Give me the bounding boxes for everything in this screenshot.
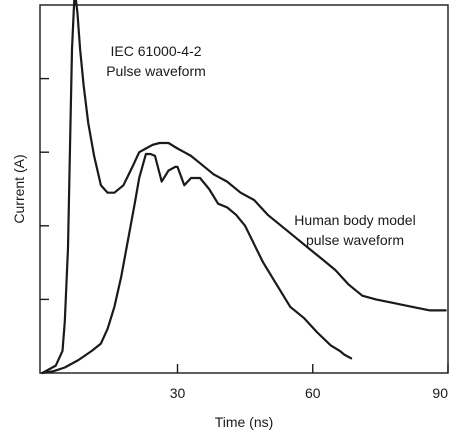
hbm-annotation-line-2: pulse waveform (306, 232, 404, 248)
curves (41, 0, 447, 375)
iec-pulse-curve (41, 0, 447, 375)
x-tick-label-2: 90 (432, 385, 448, 401)
x-axis-ticks: 30 60 90 (170, 364, 449, 401)
hbm-annotation-line-1: Human body model (294, 212, 415, 228)
y-axis-ticks (40, 77, 49, 301)
plot-frame (39, 4, 449, 374)
x-tick-label-0: 30 (170, 385, 186, 401)
x-axis-label: Time (ns) (215, 414, 274, 430)
y-axis-label: Current (A) (11, 154, 27, 223)
x-tick-label-1: 60 (305, 385, 321, 401)
iec-annotation-line-1: IEC 61000-4-2 (110, 43, 201, 59)
iec-annotation-line-2: Pulse waveform (106, 63, 206, 79)
hbm-pulse-curve (41, 152, 353, 375)
